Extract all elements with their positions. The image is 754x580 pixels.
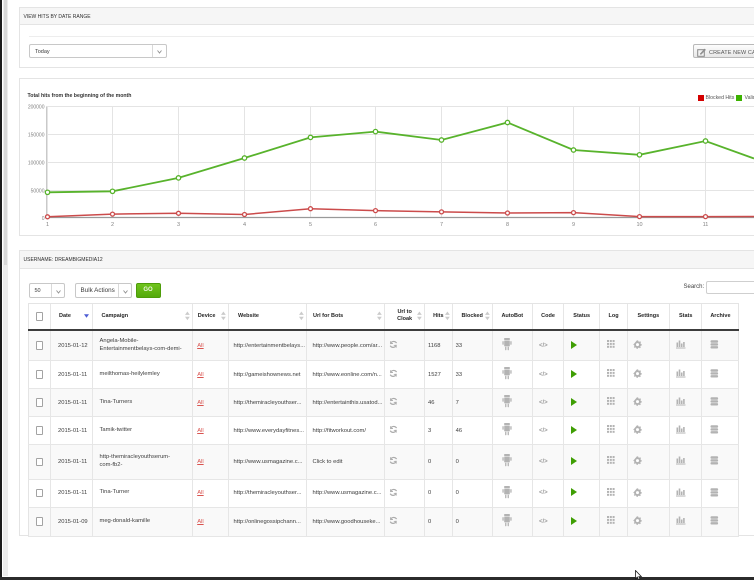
svg-text:3: 3 (177, 222, 180, 228)
svg-text:5: 5 (309, 222, 312, 228)
svg-text:50000: 50000 (31, 189, 45, 195)
svg-text:150000: 150000 (28, 133, 45, 139)
svg-text:1: 1 (46, 222, 49, 228)
svg-text:8: 8 (506, 222, 509, 228)
svg-text:11: 11 (703, 222, 709, 228)
svg-text:100000: 100000 (28, 161, 45, 167)
svg-text:10: 10 (636, 222, 642, 228)
svg-text:6: 6 (374, 222, 377, 228)
svg-text:7: 7 (440, 222, 443, 228)
svg-text:2: 2 (111, 222, 114, 228)
svg-text:4: 4 (243, 222, 246, 228)
svg-text:9: 9 (572, 222, 575, 228)
svg-text:200000: 200000 (28, 105, 45, 111)
svg-text:0: 0 (42, 216, 45, 222)
